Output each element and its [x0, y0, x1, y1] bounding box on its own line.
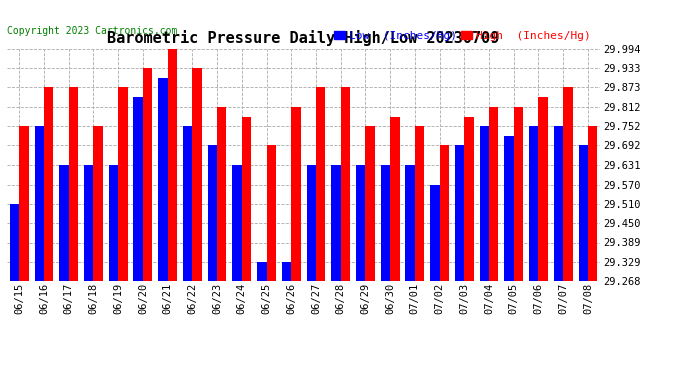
Bar — [554, 126, 563, 281]
Bar — [504, 136, 514, 281]
Bar — [291, 107, 301, 281]
Bar — [158, 78, 168, 281]
Bar — [406, 165, 415, 281]
Bar — [514, 107, 523, 281]
Bar — [341, 87, 350, 281]
Bar — [381, 165, 390, 281]
Bar — [366, 126, 375, 281]
Title: Barometric Pressure Daily High/Low 20230709: Barometric Pressure Daily High/Low 20230… — [108, 30, 500, 46]
Bar — [69, 87, 78, 281]
Bar — [241, 117, 251, 281]
Bar — [480, 126, 489, 281]
Bar — [440, 146, 449, 281]
Bar — [133, 97, 143, 281]
Legend: Low  (Inches/Hg), High  (Inches/Hg): Low (Inches/Hg), High (Inches/Hg) — [330, 26, 595, 45]
Bar — [59, 165, 69, 281]
Bar — [390, 117, 400, 281]
Bar — [489, 107, 498, 281]
Bar — [183, 126, 193, 281]
Bar — [217, 107, 226, 281]
Bar — [331, 165, 341, 281]
Bar — [464, 117, 474, 281]
Bar — [356, 165, 366, 281]
Bar — [109, 165, 118, 281]
Bar — [10, 204, 19, 281]
Bar — [316, 87, 326, 281]
Bar — [143, 68, 152, 281]
Bar — [529, 126, 538, 281]
Bar — [306, 165, 316, 281]
Bar — [84, 165, 93, 281]
Bar — [93, 126, 103, 281]
Bar — [168, 49, 177, 281]
Bar — [282, 262, 291, 281]
Bar — [415, 126, 424, 281]
Bar — [266, 146, 276, 281]
Bar — [118, 87, 128, 281]
Bar — [563, 87, 573, 281]
Bar — [578, 146, 588, 281]
Bar — [193, 68, 201, 281]
Text: Copyright 2023 Cartronics.com: Copyright 2023 Cartronics.com — [7, 26, 177, 36]
Bar — [430, 184, 440, 281]
Bar — [538, 97, 548, 281]
Bar — [44, 87, 53, 281]
Bar — [19, 126, 29, 281]
Bar — [455, 146, 464, 281]
Bar — [588, 126, 598, 281]
Bar — [34, 126, 44, 281]
Bar — [257, 262, 266, 281]
Bar — [233, 165, 241, 281]
Bar — [208, 146, 217, 281]
